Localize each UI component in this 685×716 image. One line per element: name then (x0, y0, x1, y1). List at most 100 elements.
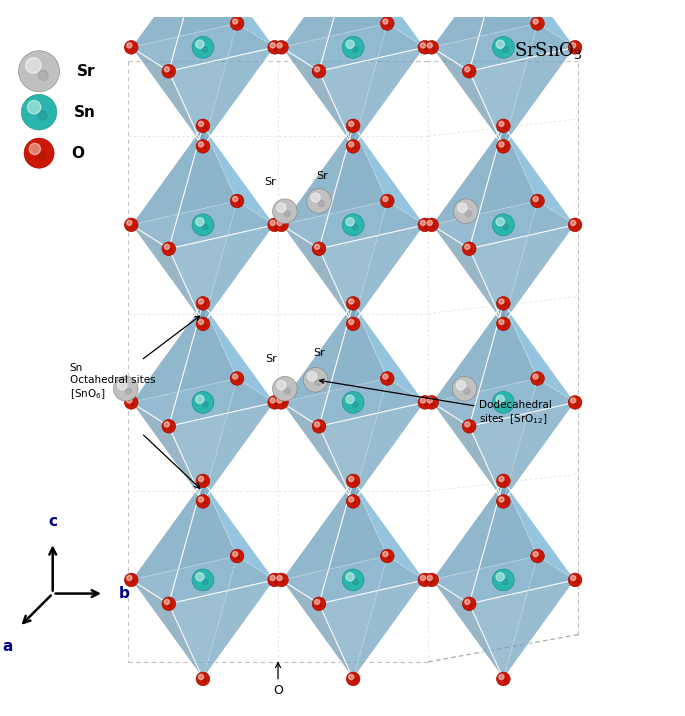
Polygon shape (469, 304, 575, 426)
Circle shape (199, 319, 203, 324)
Circle shape (380, 194, 394, 208)
Circle shape (462, 64, 476, 78)
Polygon shape (503, 201, 575, 324)
Circle shape (421, 43, 425, 48)
Circle shape (169, 71, 172, 74)
Polygon shape (132, 556, 237, 679)
Polygon shape (132, 481, 237, 580)
Circle shape (308, 372, 317, 381)
Polygon shape (132, 379, 237, 501)
Circle shape (496, 573, 504, 581)
Circle shape (277, 43, 282, 48)
Circle shape (196, 317, 210, 331)
Polygon shape (469, 0, 575, 71)
Circle shape (347, 672, 360, 686)
Text: O: O (273, 662, 283, 697)
Circle shape (275, 218, 288, 232)
Circle shape (469, 426, 472, 430)
Circle shape (38, 153, 46, 160)
Circle shape (203, 125, 206, 129)
Polygon shape (132, 47, 203, 146)
Circle shape (230, 16, 244, 30)
Circle shape (462, 597, 476, 611)
Polygon shape (353, 304, 425, 402)
Circle shape (131, 579, 134, 583)
Circle shape (531, 372, 545, 385)
Circle shape (464, 67, 470, 72)
Polygon shape (503, 0, 575, 47)
Circle shape (162, 420, 175, 433)
Circle shape (29, 143, 40, 155)
Polygon shape (432, 126, 538, 225)
Circle shape (469, 604, 472, 607)
Polygon shape (203, 481, 275, 580)
Circle shape (342, 214, 364, 236)
Circle shape (18, 51, 60, 92)
Circle shape (432, 47, 435, 50)
Circle shape (503, 501, 506, 505)
Circle shape (342, 569, 364, 591)
Circle shape (503, 224, 508, 230)
Polygon shape (282, 0, 353, 71)
Circle shape (274, 47, 277, 50)
Circle shape (347, 296, 360, 310)
Circle shape (314, 422, 320, 427)
Circle shape (493, 214, 514, 236)
Polygon shape (169, 47, 275, 146)
Circle shape (273, 377, 297, 401)
Circle shape (427, 576, 432, 581)
Circle shape (347, 495, 360, 508)
Polygon shape (282, 580, 353, 679)
Circle shape (270, 576, 275, 581)
Circle shape (432, 402, 435, 405)
Text: b: b (119, 586, 130, 601)
Circle shape (499, 497, 504, 502)
Circle shape (284, 388, 290, 395)
Circle shape (270, 43, 275, 48)
Circle shape (575, 225, 578, 228)
Circle shape (421, 221, 425, 226)
Circle shape (383, 551, 388, 557)
Circle shape (353, 47, 358, 52)
Circle shape (349, 319, 354, 324)
Circle shape (125, 388, 132, 395)
Circle shape (312, 242, 326, 256)
Polygon shape (203, 556, 275, 679)
Circle shape (353, 402, 358, 407)
Circle shape (274, 402, 277, 405)
Circle shape (277, 576, 282, 581)
Polygon shape (469, 126, 575, 248)
Polygon shape (353, 24, 425, 146)
Circle shape (353, 579, 358, 585)
Circle shape (196, 218, 204, 226)
Circle shape (125, 218, 138, 232)
Polygon shape (432, 481, 503, 604)
Polygon shape (169, 402, 275, 501)
Circle shape (346, 573, 354, 581)
Circle shape (387, 556, 390, 559)
Circle shape (465, 211, 471, 217)
Polygon shape (432, 304, 538, 402)
Circle shape (427, 43, 432, 48)
Polygon shape (169, 481, 275, 604)
Circle shape (312, 597, 326, 611)
Polygon shape (469, 225, 575, 324)
Circle shape (125, 41, 138, 54)
Circle shape (281, 47, 284, 50)
Circle shape (196, 296, 210, 310)
Polygon shape (432, 201, 538, 324)
Polygon shape (432, 580, 503, 679)
Circle shape (425, 573, 438, 586)
Circle shape (268, 395, 282, 410)
Circle shape (425, 402, 428, 405)
Circle shape (537, 378, 540, 382)
Circle shape (349, 299, 354, 304)
Circle shape (464, 388, 470, 395)
Circle shape (125, 395, 138, 410)
Polygon shape (282, 47, 353, 146)
Circle shape (314, 599, 320, 604)
Polygon shape (132, 304, 203, 426)
Circle shape (21, 95, 57, 130)
Polygon shape (132, 580, 203, 679)
Circle shape (192, 214, 214, 236)
